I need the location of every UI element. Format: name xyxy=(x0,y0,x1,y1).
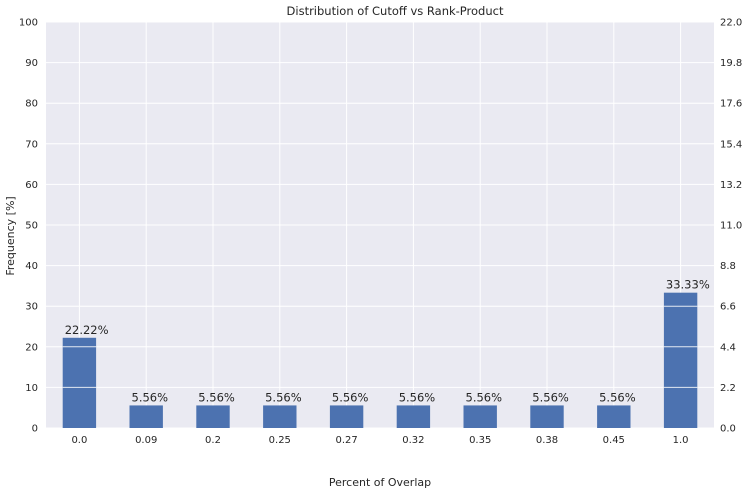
y2-tick-label: 17.6 xyxy=(720,99,742,110)
x-tick-label: 0.32 xyxy=(402,435,424,446)
bar xyxy=(263,405,297,428)
left-y-tick-labels: 0 10 20 30 40 50 60 70 80 90 100 xyxy=(19,18,38,435)
y-tick-label: 70 xyxy=(25,139,38,150)
y2-tick-label: 2.2 xyxy=(720,383,736,394)
x-tick-label: 0.09 xyxy=(135,435,157,446)
y-tick-label: 80 xyxy=(25,99,38,110)
bar-value-label: 5.56% xyxy=(532,390,569,404)
bar xyxy=(396,405,431,428)
bar xyxy=(62,337,97,428)
bar xyxy=(196,405,230,428)
y2-tick-label: 22.0 xyxy=(720,18,742,29)
y-tick-label: 60 xyxy=(25,180,38,191)
bar-value-label: 33.33% xyxy=(666,278,710,292)
y-axis-label: Frequency [%] xyxy=(4,196,17,275)
y2-tick-label: 0.0 xyxy=(720,424,736,435)
x-tick-label: 0.45 xyxy=(603,435,625,446)
bar xyxy=(329,405,364,428)
x-tick-label: 0.2 xyxy=(205,435,221,446)
bar-value-label: 22.22% xyxy=(65,323,109,337)
y2-tick-label: 19.8 xyxy=(720,58,742,69)
grid-lines xyxy=(46,21,714,429)
x-tick-label: 0.38 xyxy=(536,435,558,446)
bar-value-label: 5.56% xyxy=(399,390,436,404)
y-tick-label: 50 xyxy=(25,221,38,232)
y-tick-label: 20 xyxy=(25,342,38,353)
bar-value-label: 5.56% xyxy=(466,390,503,404)
y-tick-label: 30 xyxy=(25,302,38,313)
y2-tick-label: 11.0 xyxy=(720,221,742,232)
y2-tick-label: 13.2 xyxy=(720,180,742,191)
y2-tick-label: 8.8 xyxy=(720,261,736,272)
y-tick-label: 90 xyxy=(25,58,38,69)
x-tick-label: 0.35 xyxy=(469,435,491,446)
x-axis-label: Percent of Overlap xyxy=(329,476,431,489)
bar xyxy=(663,292,698,428)
y2-tick-label: 4.4 xyxy=(720,342,736,353)
y2-tick-label: 15.4 xyxy=(720,139,742,150)
y2-tick-label: 6.6 xyxy=(720,302,736,313)
bar xyxy=(597,405,631,428)
bar xyxy=(129,405,163,428)
x-tick-labels: 0.0 0.09 0.2 0.25 0.27 0.32 0.35 0.38 0.45 1.0 xyxy=(71,435,688,446)
bar-value-label: 5.56% xyxy=(198,390,235,404)
y-tick-label: 0 xyxy=(32,424,38,435)
y-tick-label: 10 xyxy=(25,383,38,394)
x-tick-label: 0.27 xyxy=(335,435,357,446)
chart-title: Distribution of Cutoff vs Rank-Product xyxy=(287,4,504,18)
x-tick-label: 0.25 xyxy=(269,435,291,446)
x-tick-label: 0.0 xyxy=(71,435,87,446)
bars xyxy=(62,292,698,428)
y-tick-label: 100 xyxy=(19,18,38,29)
y-tick-label: 40 xyxy=(25,261,38,272)
bar-gridline-overlay xyxy=(62,305,698,388)
bar-value-label: 5.56% xyxy=(265,390,302,404)
bar-value-label: 5.56% xyxy=(332,390,369,404)
bar-value-label: 5.56% xyxy=(132,390,169,404)
x-tick-label: 1.0 xyxy=(673,435,689,446)
bar-value-labels: 22.22% 5.56% 5.56% 5.56% 5.56% 5.56% 5.56% 5.56… xyxy=(65,278,710,405)
bar xyxy=(463,405,497,428)
bar xyxy=(530,405,564,428)
right-y-tick-labels: 0.0 2.2 4.4 6.6 8.8 11.0 13.2 15.4 17.6 19.8 22.0 xyxy=(720,18,742,435)
bar-value-label: 5.56% xyxy=(599,390,636,404)
